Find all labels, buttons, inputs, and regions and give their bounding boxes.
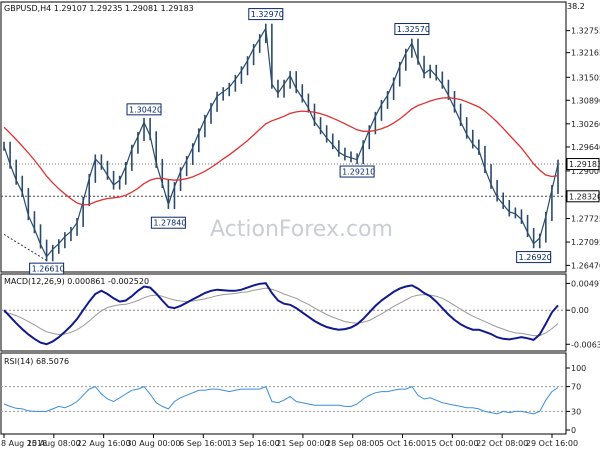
x-tick-label: 21 Sep 00:00 xyxy=(276,439,329,448)
price-y-tick-label: 1.31505 xyxy=(571,73,600,82)
price-y-tick-label: 1.30260 xyxy=(571,120,600,129)
annotation-box xyxy=(248,8,284,21)
rsi-panel-frame xyxy=(0,352,567,435)
price-panel-frame xyxy=(0,1,567,273)
price-y-tick-label: 1.27095 xyxy=(571,238,600,247)
macd-line xyxy=(3,282,559,346)
macd-y-tick-label: 0.00 xyxy=(571,306,589,315)
corner-value: 38.2 xyxy=(567,2,585,11)
x-tick-label: 28 Sep 08:00 xyxy=(326,439,379,448)
trend-line xyxy=(3,233,47,261)
macd-panel-frame xyxy=(0,273,567,352)
x-tick-label: 30 Aug 00:00 xyxy=(126,439,180,448)
last-price-box xyxy=(566,158,600,171)
moving-average-line xyxy=(3,97,559,206)
x-tick-label: 15 Oct 00:00 xyxy=(426,439,478,448)
macd-signal-line xyxy=(3,287,559,337)
x-tick-label: 8 Aug 2018 xyxy=(1,439,47,448)
level-line-box xyxy=(566,190,600,203)
x-tick-label: 15 Aug 08:00 xyxy=(27,439,81,448)
annotation-label: 1.32970 xyxy=(251,10,284,19)
annotation-label: 1.26920 xyxy=(519,253,552,262)
price-y-tick-label: 1.29640 xyxy=(571,143,600,152)
macd-y-tick-label: -0.006311 xyxy=(571,340,600,349)
rsi-y-tick-label: 70 xyxy=(571,383,581,392)
x-tick-label: 22 Aug 16:00 xyxy=(77,439,131,448)
x-tick-label: 29 Oct 16:00 xyxy=(526,439,578,448)
annotation-label: 1.30420 xyxy=(129,105,162,114)
rsi-label: RSI(14) 68.5076 xyxy=(4,357,69,366)
annotation-label: 1.29210 xyxy=(342,168,375,177)
annotation-box xyxy=(126,103,162,116)
watermark: ActionForex.com xyxy=(210,217,393,242)
price-y-tick-label: 1.32165 xyxy=(571,49,600,58)
annotation-box xyxy=(516,251,552,264)
price-y-tick-label: 1.32755 xyxy=(571,27,600,36)
x-tick-label: 6 Sep 16:00 xyxy=(179,439,227,448)
annotation-label: 1.32570 xyxy=(397,25,430,34)
price-series-line xyxy=(3,26,559,258)
rsi-y-tick-label: 0 xyxy=(571,426,576,435)
annotation-box xyxy=(150,216,186,229)
chart-header: GBPUSD,H4 1.29107 1.29235 1.29081 1.2918… xyxy=(4,4,194,13)
rsi-line xyxy=(3,385,559,415)
price-y-tick-label: 1.29000 xyxy=(571,167,600,176)
x-tick-label: 13 Sep 16:00 xyxy=(226,439,279,448)
macd-label: MACD(12,26,9) 0.000861 -0.002520 xyxy=(4,277,149,286)
annotation-box xyxy=(394,23,430,36)
x-tick-label: 22 Oct 08:00 xyxy=(476,439,528,448)
annotation-box xyxy=(339,165,375,178)
price-y-tick-label: 1.27725 xyxy=(571,215,600,224)
rsi-y-tick-label: 100 xyxy=(571,364,586,373)
macd-y-tick-label: 0.004971 xyxy=(571,279,600,288)
rsi-y-tick-label: 30 xyxy=(571,407,581,416)
annotation-label: 1.27840 xyxy=(153,219,186,228)
price-y-tick-label: 1.30890 xyxy=(571,96,600,105)
level-line-box-label: 1.28320 xyxy=(569,192,600,201)
x-tick-label: 5 Oct 16:00 xyxy=(379,439,426,448)
annotation-box xyxy=(29,262,65,275)
last-price-box-label: 1.29183 xyxy=(569,160,600,169)
annotation-label: 1.26610 xyxy=(32,265,65,274)
